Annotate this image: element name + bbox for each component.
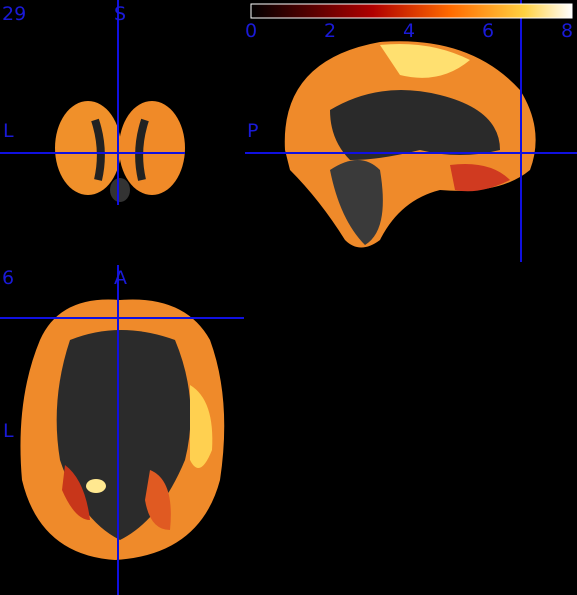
axial-brain <box>20 299 225 560</box>
sagittal-brain <box>284 41 536 248</box>
colorbar-tick-label: 0 <box>245 20 257 42</box>
colorbar-tick-label: 2 <box>324 20 336 42</box>
orientation-label: L <box>3 120 14 142</box>
orientation-label: A <box>114 267 127 289</box>
colorbar-tick-label: 6 <box>482 20 494 42</box>
orientation-label: P <box>247 120 258 142</box>
colorbar <box>250 3 573 19</box>
orientation-label: S <box>114 3 126 25</box>
coronal-brain <box>55 101 185 202</box>
orientation-label: L <box>3 420 14 442</box>
colorbar-ticks: 0 2 4 6 8 <box>245 20 573 42</box>
colorbar-tick-label: 8 <box>561 20 573 42</box>
slice-label: 6 <box>2 267 14 289</box>
slice-label: 29 <box>2 3 26 25</box>
colorbar-tick-label: 4 <box>403 20 415 42</box>
